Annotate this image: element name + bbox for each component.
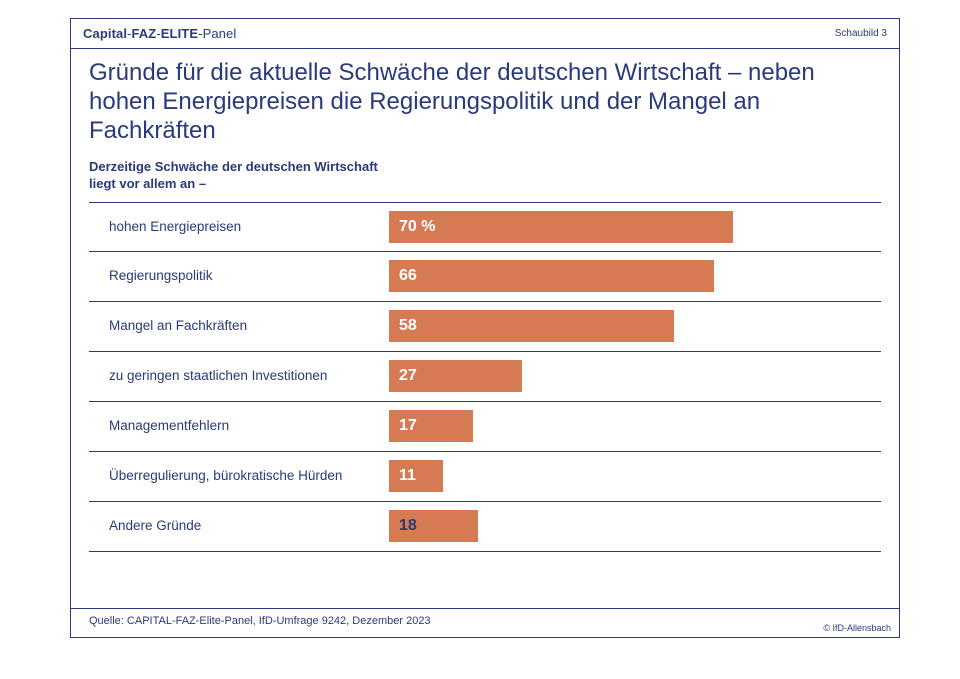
chart-bar: 27 <box>389 360 522 392</box>
chart-row: Andere Gründe18 <box>89 502 881 552</box>
chart-bar-cell: 58 <box>389 302 881 351</box>
chart-subtitle: Derzeitige Schwäche der deutschen Wirtsc… <box>89 159 389 192</box>
chart-row: zu geringen staatlichen Investitionen27 <box>89 352 881 402</box>
chart-bar: 66 <box>389 260 714 292</box>
source-divider <box>71 608 899 609</box>
bar-chart: hohen Energiepreisen70 %Regierungspoliti… <box>89 202 881 552</box>
chart-row-label: Andere Gründe <box>89 518 389 534</box>
copyright-text: © IfD-Allensbach <box>823 623 891 633</box>
figure-number: Schaubild 3 <box>835 28 887 39</box>
chart-row: Managementfehlern17 <box>89 402 881 452</box>
panel-name-part: Capital <box>83 26 127 41</box>
chart-bar-cell: 66 <box>389 252 881 301</box>
chart-row-label: Überregulierung, bürokratische Hürden <box>89 468 389 484</box>
chart-bar-cell: 70 % <box>389 203 881 251</box>
chart-row-label: Mangel an Fachkräften <box>89 318 389 334</box>
content-area: Gründe für die aktuelle Schwäche der deu… <box>89 59 881 597</box>
panel-name-part: FAZ <box>131 26 156 41</box>
chart-row: Mangel an Fachkräften58 <box>89 302 881 352</box>
chart-title: Gründe für die aktuelle Schwäche der deu… <box>89 59 881 145</box>
chart-row: Überregulierung, bürokratische Hürden11 <box>89 452 881 502</box>
chart-bar-cell: 17 <box>389 402 881 451</box>
chart-frame: Capital-FAZ-ELITE-Panel Schaubild 3 Grün… <box>70 18 900 638</box>
panel-name-part: Panel <box>203 26 237 41</box>
panel-name: Capital-FAZ-ELITE-Panel <box>83 26 236 41</box>
chart-bar: 70 % <box>389 211 733 243</box>
chart-row: Regierungspolitik66 <box>89 252 881 302</box>
chart-bar: 17 <box>389 410 473 442</box>
chart-bar: 18 <box>389 510 478 542</box>
chart-bar: 58 <box>389 310 674 342</box>
chart-row-label: Managementfehlern <box>89 418 389 434</box>
chart-bar-cell: 18 <box>389 502 881 551</box>
chart-row-label: Regierungspolitik <box>89 268 389 284</box>
source-text: Quelle: CAPITAL-FAZ-Elite-Panel, IfD-Umf… <box>89 615 431 627</box>
chart-row-label: hohen Energiepreisen <box>89 219 389 235</box>
chart-row-label: zu geringen staatlichen Investitionen <box>89 368 389 384</box>
chart-bar: 11 <box>389 460 443 492</box>
top-bar: Capital-FAZ-ELITE-Panel Schaubild 3 <box>71 19 899 49</box>
chart-bar-cell: 27 <box>389 352 881 401</box>
panel-name-part: ELITE <box>161 26 198 41</box>
chart-row: hohen Energiepreisen70 % <box>89 202 881 252</box>
chart-bar-cell: 11 <box>389 452 881 501</box>
